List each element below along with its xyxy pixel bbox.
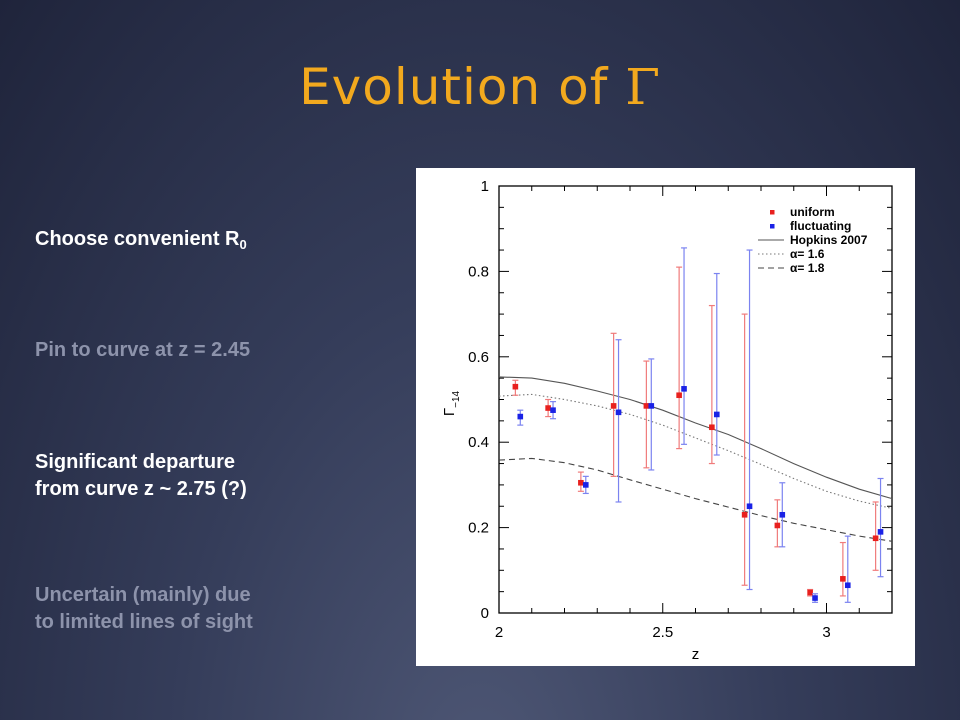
x-tick-label: 2.5 [652, 624, 673, 641]
gamma-evolution-chart: 2 2.5 3 0 0.2 0.4 0.6 0.8 1 z Γ−14 uniformfluctuati… [441, 178, 893, 663]
bullet-line-1: Significant departure [35, 451, 236, 473]
uniform-point [709, 424, 715, 431]
chart-panel: 2 2.5 3 0 0.2 0.4 0.6 0.8 1 z Γ−14 uniform fluctuati… [416, 168, 915, 666]
uniform-point [610, 403, 617, 409]
legend-label: uniform [790, 205, 835, 219]
fluctuating-point [648, 403, 655, 409]
uniform-point [774, 522, 781, 529]
y-tick-label: 0.4 [468, 434, 489, 451]
y-axis-label: Γ−14 [441, 390, 462, 416]
x-tick-label: 3 [822, 624, 830, 641]
uniform-point [807, 589, 813, 596]
fluctuating-point [517, 413, 524, 420]
fluctuating-point [812, 595, 818, 601]
legend-label: fluctuating [790, 219, 851, 233]
y-tick-label: 0 [481, 605, 489, 622]
plot-frame [498, 185, 893, 614]
uniform-point [643, 403, 650, 409]
slide-title: Evolution of Γ [0, 58, 960, 116]
x-tick-label: 2 [495, 624, 503, 641]
uniform-point [676, 392, 682, 399]
gamma-symbol: Γ [625, 58, 661, 116]
bullet-text: Choose convenient R [35, 228, 240, 250]
uniform-point [741, 511, 748, 518]
bullet-line-1: Uncertain (mainly) due [35, 584, 251, 606]
fluctuating-point [550, 407, 556, 413]
bullet-line-2: from curve z ~ 2.75 (?) [35, 478, 247, 500]
bullet-uncertain: Uncertain (mainly) due to limited lines … [35, 582, 365, 636]
fluctuating-point [877, 529, 884, 535]
legend-marker [770, 210, 775, 215]
slide-title-text: Evolution of [299, 58, 626, 116]
bullet-significant-departure: Significant departure from curve z ~ 2.7… [35, 449, 365, 503]
fluctuating-point [681, 386, 687, 392]
fluctuating-point [582, 482, 589, 488]
curve-solid [498, 376, 893, 500]
legend-label: Hopkins 2007 [790, 233, 868, 247]
curve-dotted [498, 393, 893, 509]
fluctuating-point [713, 411, 720, 418]
fluctuating-point [615, 409, 622, 416]
uniform-point [872, 535, 879, 542]
fluctuating-point [746, 503, 753, 510]
curve-dashed [498, 457, 893, 542]
fluctuating-point [844, 582, 851, 589]
legend-label: α= 1.6 [790, 247, 825, 261]
uniform-point [512, 383, 519, 390]
y-tick-label: 0.6 [468, 349, 489, 366]
y-tick-label: 0.2 [468, 520, 489, 537]
bullet-choose-r0: Choose convenient R0 [35, 226, 365, 254]
x-axis-label: z [692, 646, 700, 663]
legend-marker [770, 224, 775, 229]
y-axis-label-subscript: −14 [451, 390, 462, 407]
bullet-subscript: 0 [239, 237, 247, 252]
bullet-text: Pin to curve at z = 2.45 [35, 339, 251, 361]
y-tick-label: 0.8 [468, 263, 489, 280]
uniform-point [578, 479, 584, 486]
bullet-line-2: to limited lines of sight [35, 611, 253, 633]
legend-label: α= 1.8 [790, 261, 825, 275]
fluctuating-point [779, 511, 786, 518]
y-tick-label: 1 [481, 178, 489, 195]
uniform-point [840, 576, 846, 582]
uniform-point [545, 405, 551, 411]
bullet-pin-to-curve: Pin to curve at z = 2.45 [35, 337, 365, 364]
